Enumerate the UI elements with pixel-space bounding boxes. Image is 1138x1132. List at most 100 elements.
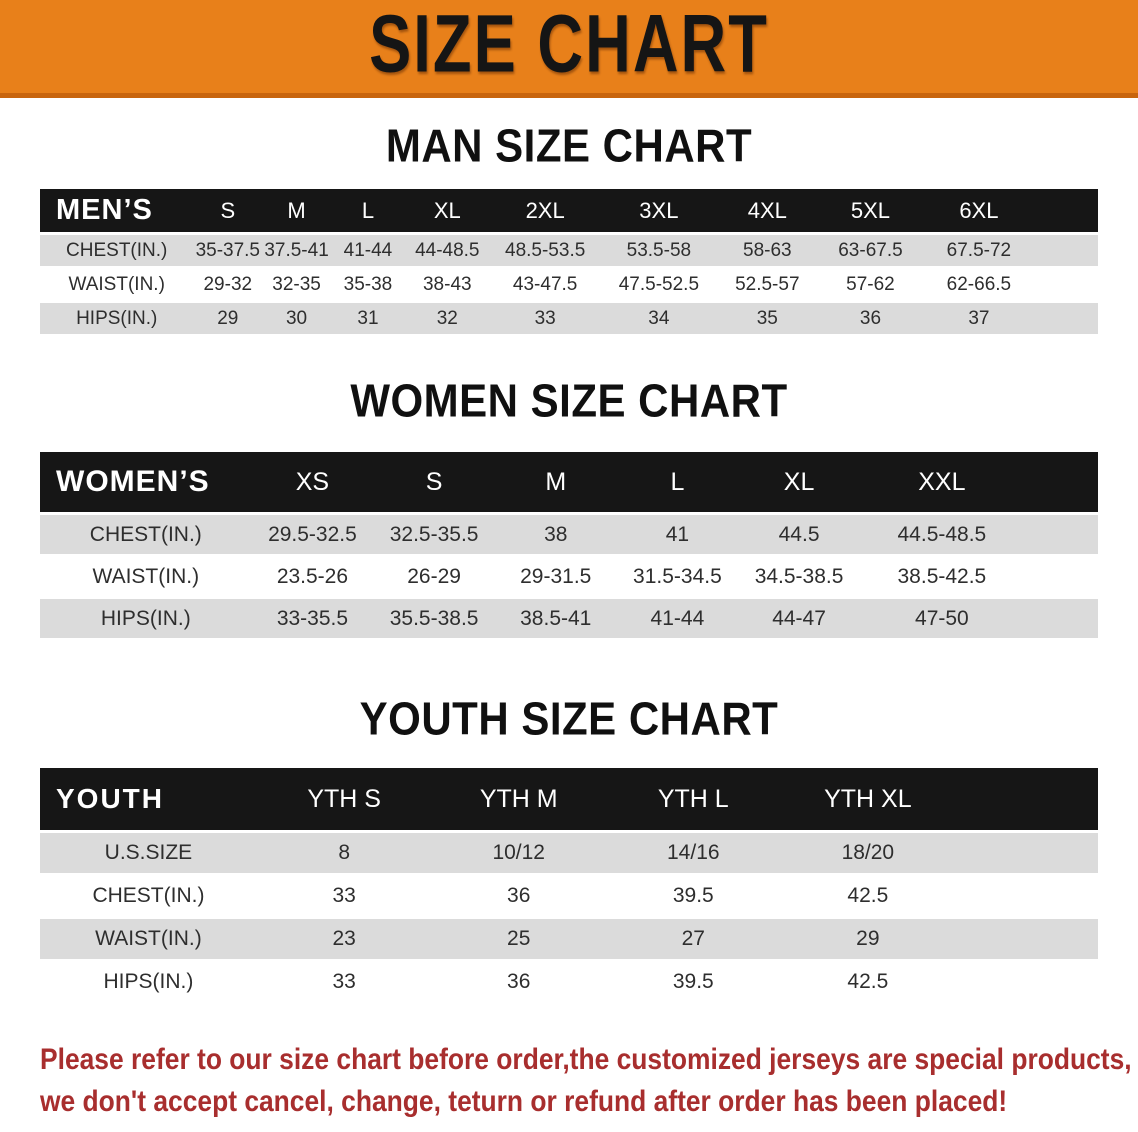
measure-value: 44.5-48.5	[859, 515, 1024, 554]
spacer-cell	[955, 833, 1098, 873]
measure-value: 38	[494, 515, 617, 554]
measure-value: 31	[330, 303, 405, 334]
measure-value: 25	[431, 919, 606, 959]
measure-value: 39.5	[606, 962, 781, 1002]
measure-value: 29	[193, 303, 263, 334]
measure-value: 35-37.5	[193, 235, 263, 266]
measure-value: 23	[256, 919, 432, 959]
measure-value: 47.5-52.5	[600, 269, 718, 300]
men-size-header: L	[330, 189, 405, 232]
women-size-header: M	[494, 452, 617, 512]
measure-value: 10/12	[431, 833, 606, 873]
men-header-row: MEN’S S M L XL 2XL 3XL 4XL 5XL 6XL	[40, 189, 1098, 232]
measure-label: U.S.SIZE	[40, 833, 257, 873]
measure-value: 34.5-38.5	[738, 557, 860, 596]
measure-value: 38-43	[404, 269, 490, 300]
measure-value: 33	[489, 303, 601, 334]
youth-size-header: YTH M	[431, 768, 606, 830]
measure-value: 33	[256, 876, 432, 916]
measure-value: 23.5-26	[251, 557, 374, 596]
order-policy-note: Please refer to our size chart before or…	[40, 1039, 1138, 1123]
measure-value: 39.5	[606, 876, 781, 916]
measure-value: 8	[256, 833, 432, 873]
spacer-cell	[1023, 599, 1098, 638]
measure-value: 29-31.5	[494, 557, 617, 596]
measure-value: 29	[780, 919, 956, 959]
men-hips-row: HIPS(IN.) 29 30 31 32 33 34 35 36 37	[40, 303, 1098, 334]
measure-value: 31.5-34.5	[616, 557, 739, 596]
measure-value: 14/16	[606, 833, 781, 873]
measure-value: 33-35.5	[251, 599, 374, 638]
youth-size-header: YTH L	[606, 768, 781, 830]
women-size-header: S	[373, 452, 495, 512]
measure-value: 52.5-57	[717, 269, 818, 300]
women-table-label: WOMEN’S	[40, 452, 252, 512]
spacer-cell	[955, 962, 1098, 1002]
measure-value: 41-44	[330, 235, 405, 266]
spacer-cell	[1023, 452, 1098, 512]
measure-value: 58-63	[717, 235, 818, 266]
spacer-cell	[955, 768, 1098, 830]
youth-size-header: YTH S	[256, 768, 432, 830]
measure-label: CHEST(IN.)	[40, 876, 257, 916]
women-size-header: XXL	[859, 452, 1024, 512]
men-section-heading: MAN SIZE CHART	[385, 119, 753, 172]
measure-label: CHEST(IN.)	[40, 515, 252, 554]
men-waist-row: WAIST(IN.) 29-32 32-35 35-38 38-43 43-47…	[40, 269, 1098, 300]
youth-size-table: YOUTH YTH S YTH M YTH L YTH XL U.S.SIZE …	[40, 765, 1098, 1005]
men-size-header: 3XL	[600, 189, 718, 232]
measure-value: 37.5-41	[262, 235, 331, 266]
youth-hips-row: HIPS(IN.) 33 36 39.5 42.5	[40, 962, 1098, 1002]
measure-value: 41-44	[616, 599, 739, 638]
men-size-header: S	[193, 189, 263, 232]
women-section-heading: WOMEN SIZE CHART	[350, 374, 788, 427]
youth-ussize-row: U.S.SIZE 8 10/12 14/16 18/20	[40, 833, 1098, 873]
measure-value: 36	[431, 962, 606, 1002]
measure-value: 32-35	[262, 269, 331, 300]
measure-value: 57-62	[817, 269, 924, 300]
measure-value: 37	[923, 303, 1035, 334]
measure-value: 53.5-58	[600, 235, 718, 266]
youth-size-header: YTH XL	[780, 768, 956, 830]
banner: SIZE CHART	[0, 0, 1138, 98]
measure-value: 30	[262, 303, 331, 334]
measure-value: 47-50	[859, 599, 1024, 638]
measure-value: 62-66.5	[923, 269, 1035, 300]
measure-label: HIPS(IN.)	[40, 303, 194, 334]
men-size-header: 6XL	[923, 189, 1035, 232]
measure-value: 67.5-72	[923, 235, 1035, 266]
measure-value: 29.5-32.5	[251, 515, 374, 554]
men-size-table: MEN’S S M L XL 2XL 3XL 4XL 5XL 6XL CHEST…	[40, 186, 1098, 337]
women-size-header: XL	[738, 452, 860, 512]
measure-value: 38.5-41	[494, 599, 617, 638]
men-size-header: 4XL	[717, 189, 818, 232]
men-size-header: 2XL	[489, 189, 601, 232]
men-table-label: MEN’S	[40, 189, 194, 232]
measure-value: 33	[256, 962, 432, 1002]
women-waist-row: WAIST(IN.) 23.5-26 26-29 29-31.5 31.5-34…	[40, 557, 1098, 596]
measure-value: 44-47	[738, 599, 860, 638]
measure-value: 35-38	[330, 269, 405, 300]
policy-line-2: we don't accept cancel, change, teturn o…	[40, 1085, 1008, 1118]
measure-value: 44-48.5	[404, 235, 490, 266]
men-size-header: XL	[404, 189, 490, 232]
youth-section-heading: YOUTH SIZE CHART	[359, 692, 779, 745]
measure-value: 35	[717, 303, 818, 334]
measure-value: 18/20	[780, 833, 956, 873]
youth-table-label: YOUTH	[40, 768, 257, 830]
men-size-header: 5XL	[817, 189, 924, 232]
youth-header-row: YOUTH YTH S YTH M YTH L YTH XL	[40, 768, 1098, 830]
measure-value: 44.5	[738, 515, 860, 554]
measure-label: HIPS(IN.)	[40, 599, 252, 638]
men-size-header: M	[262, 189, 331, 232]
measure-value: 36	[817, 303, 924, 334]
spacer-cell	[1023, 557, 1098, 596]
measure-value: 63-67.5	[817, 235, 924, 266]
men-chest-row: CHEST(IN.) 35-37.5 37.5-41 41-44 44-48.5…	[40, 235, 1098, 266]
policy-line-1: Please refer to our size chart before or…	[40, 1043, 1132, 1076]
spacer-cell	[1023, 515, 1098, 554]
spacer-cell	[1034, 235, 1098, 266]
measure-value: 42.5	[780, 876, 956, 916]
measure-label: WAIST(IN.)	[40, 269, 194, 300]
